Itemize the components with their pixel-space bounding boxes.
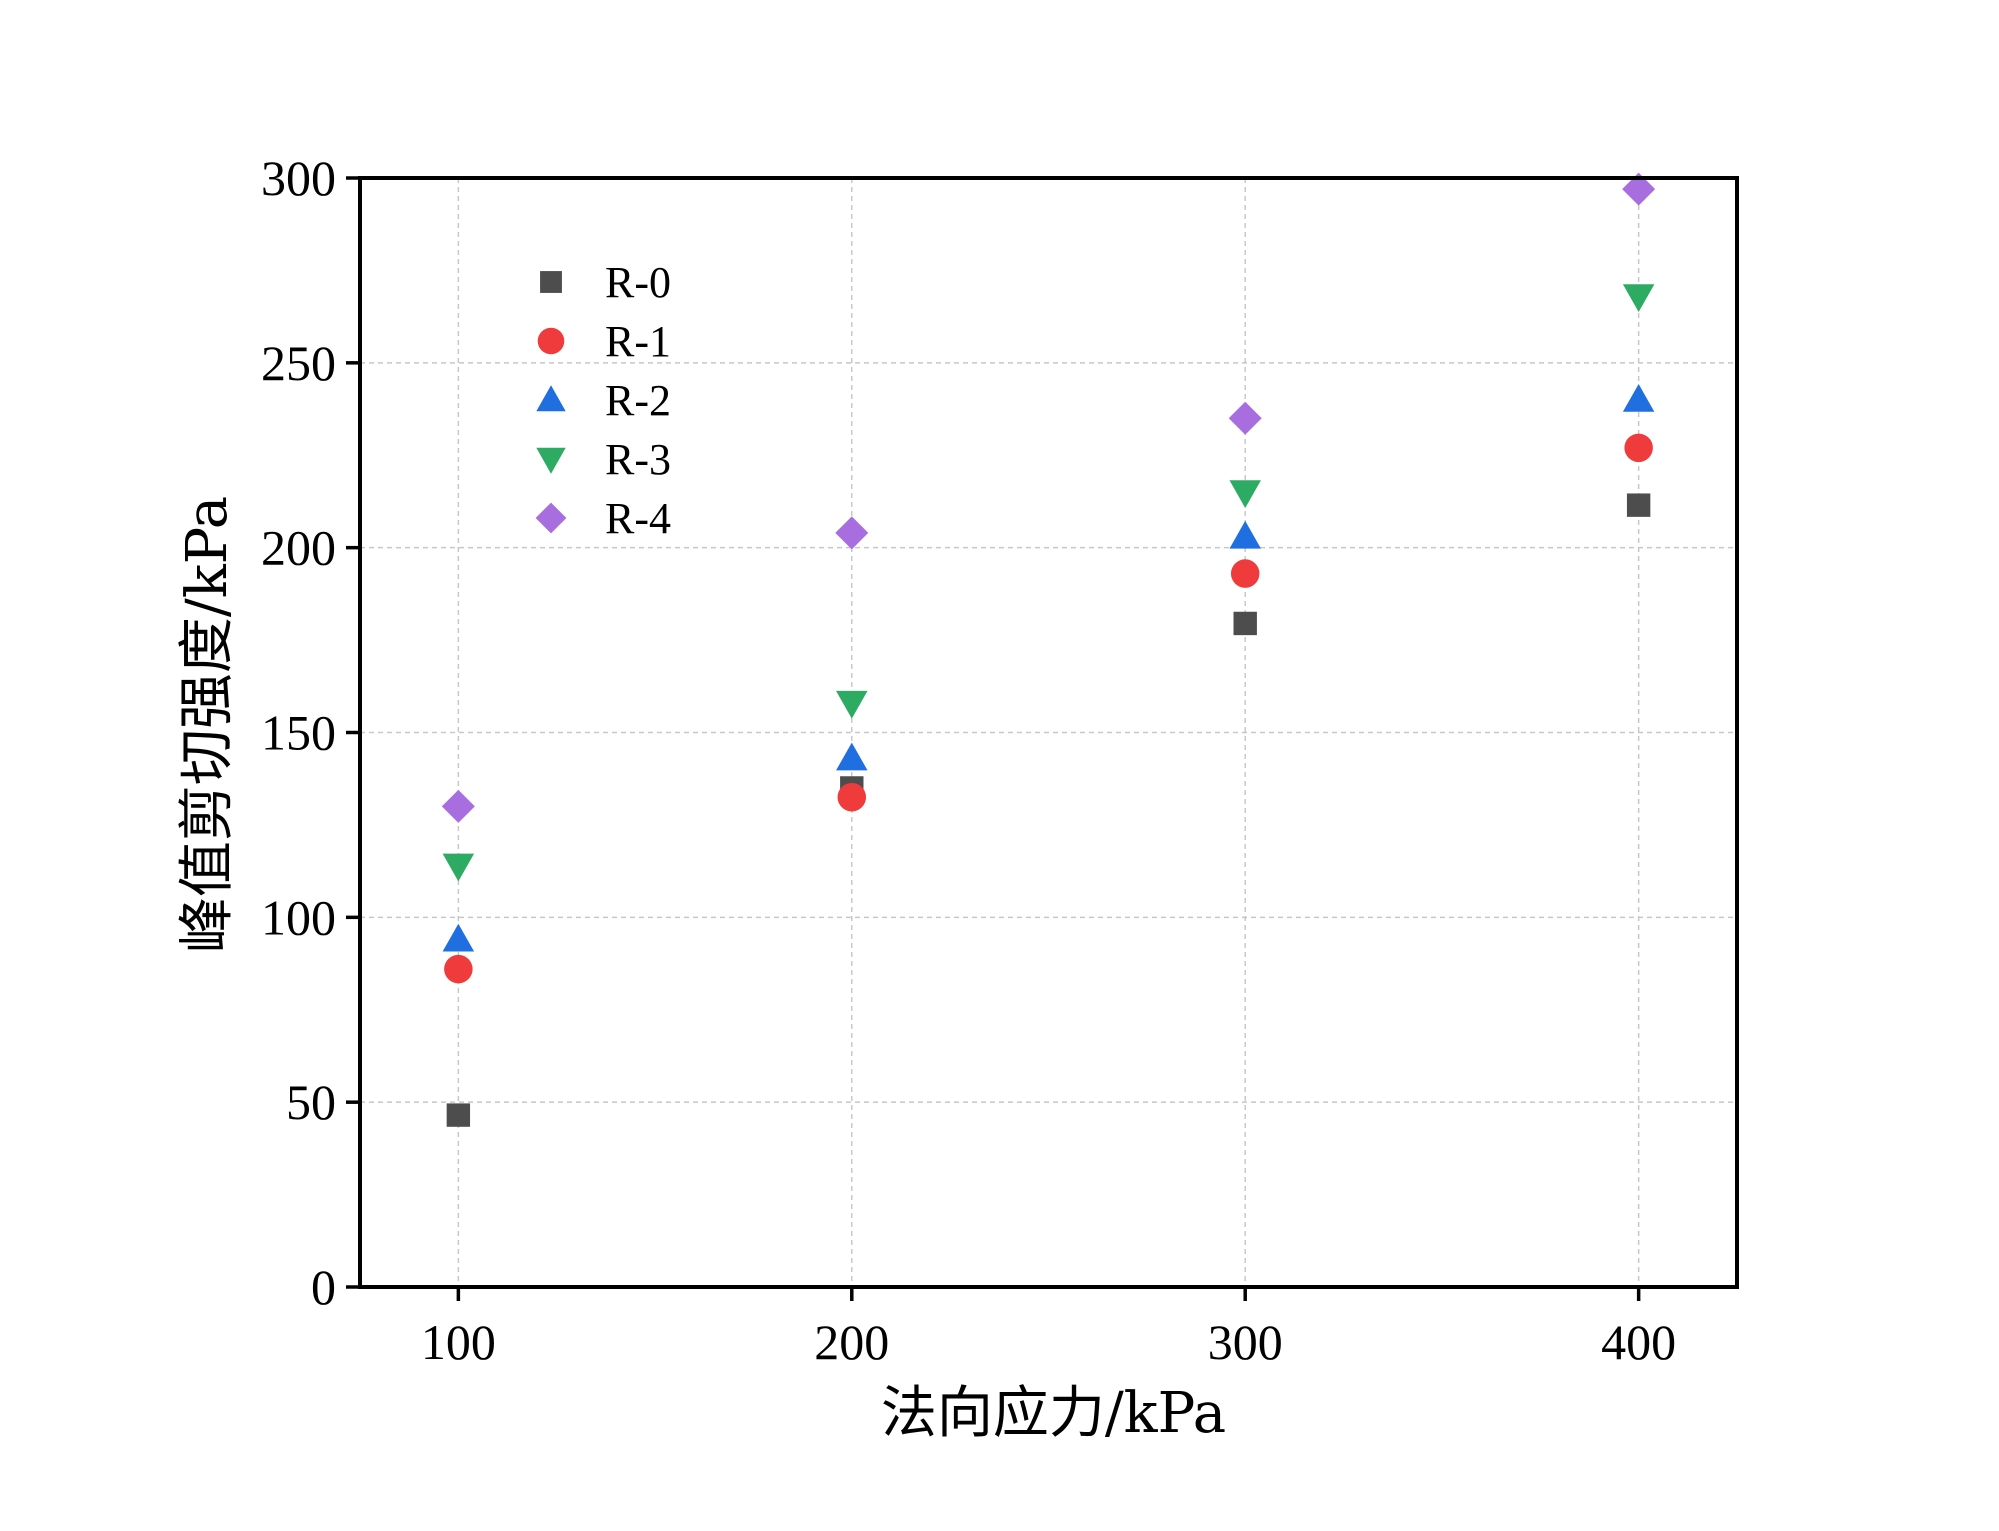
y-tick-label: 250: [261, 335, 336, 391]
data-point-r-2: [1622, 384, 1655, 412]
data-point-r-1: [444, 954, 473, 984]
data-point-r-2: [1229, 520, 1261, 549]
data-points: [441, 172, 1656, 1127]
y-tick-label: 200: [261, 520, 336, 576]
data-point-r-3: [442, 853, 475, 882]
legend-label: R-2: [605, 376, 671, 425]
data-point-r-0: [1233, 611, 1257, 636]
legend-marker: [540, 271, 562, 293]
x-tick-label: 200: [814, 1314, 889, 1370]
legend-label: R-0: [605, 258, 671, 307]
y-tick-label: 50: [286, 1074, 336, 1130]
plot-frame: [358, 176, 1739, 1289]
legend-marker: [536, 447, 566, 474]
data-point-r-0: [446, 1103, 471, 1127]
axis-ticks: 100 200 300 400 0 50 100 150 200 250 300: [261, 150, 1676, 1370]
legend-item-r-3: R-3: [536, 435, 671, 484]
legend-label: R-1: [605, 317, 671, 366]
y-tick-label: 300: [261, 150, 336, 206]
legend: R-0 R-1 R-2 R-3 R-4: [535, 258, 671, 543]
x-axis-title: 法向应力/kPa: [881, 1381, 1226, 1446]
data-point-r-1: [837, 782, 867, 812]
data-point-r-4: [835, 516, 869, 550]
legend-marker: [535, 502, 567, 534]
y-tick-label: 0: [311, 1259, 336, 1315]
legend-item-r-0: R-0: [540, 258, 671, 307]
legend-item-r-1: R-1: [537, 317, 671, 366]
data-point-r-3: [836, 690, 868, 719]
legend-item-r-4: R-4: [535, 494, 671, 543]
y-tick-label: 100: [261, 889, 336, 945]
x-tick-label: 300: [1208, 1314, 1283, 1370]
legend-marker: [536, 385, 566, 412]
legend-item-r-2: R-2: [536, 376, 671, 425]
legend-marker: [537, 327, 565, 355]
data-point-r-0: [1626, 493, 1651, 517]
data-point-r-4: [1622, 172, 1656, 206]
data-point-r-2: [442, 923, 475, 952]
data-point-r-4: [441, 789, 475, 823]
data-point-r-2: [836, 742, 868, 771]
x-tick-label: 400: [1601, 1314, 1676, 1370]
y-axis-title: 峰值剪切强度/kPa: [175, 496, 240, 953]
legend-label: R-4: [605, 494, 671, 543]
y-tick-label: 150: [261, 705, 336, 761]
data-point-r-1: [1230, 559, 1260, 588]
legend-label: R-3: [605, 435, 671, 484]
data-point-r-3: [1229, 480, 1261, 508]
data-point-r-3: [1622, 284, 1655, 313]
data-point-r-4: [1228, 401, 1262, 435]
grid: [360, 178, 1737, 1287]
x-tick-label: 100: [421, 1314, 496, 1370]
data-point-r-1: [1624, 433, 1653, 463]
